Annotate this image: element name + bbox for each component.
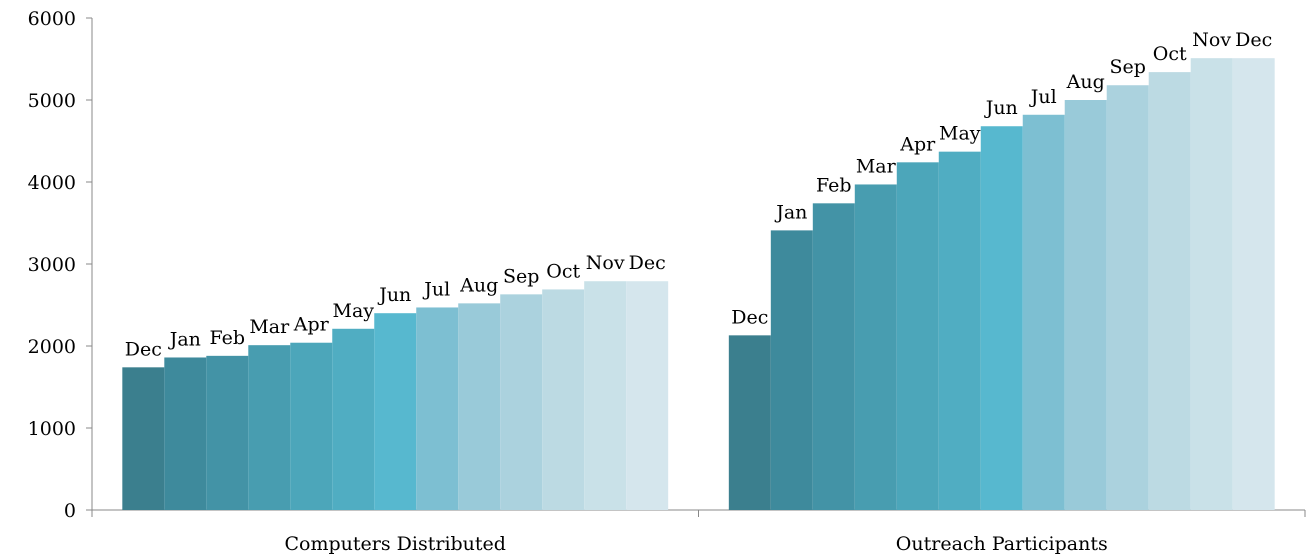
bar [290,342,333,510]
bar [1190,58,1233,511]
bar [1106,85,1149,511]
y-tick-label: 5000 [28,90,76,112]
y-tick-label: 2000 [28,336,76,358]
series-label: Oct [546,260,580,282]
series-label: May [939,123,981,145]
bar [980,126,1023,511]
bar [938,151,981,510]
series-label: Oct [1153,43,1187,65]
series-label: Jan [774,201,807,223]
series-label: Jun [377,284,411,306]
series-label: Dec [731,306,768,328]
bar [500,294,543,510]
series-label: Apr [293,314,330,336]
series-label: Mar [856,155,897,177]
y-tick-label: 1000 [28,418,76,440]
series-label: Jul [422,278,450,300]
series-label: Aug [459,274,498,296]
series-label: Jan [168,328,201,350]
y-tick-label: 4000 [28,172,76,194]
bar [164,357,207,510]
bar [374,313,417,510]
bar [728,335,771,510]
x-tick-label: Outreach Participants [896,533,1108,555]
series-label: Sep [503,265,539,287]
series-label: Dec [125,338,162,360]
y-tick-label: 6000 [28,8,76,30]
series-label: Sep [1109,56,1145,78]
series-label: Feb [210,327,246,349]
series-label: Aug [1066,71,1105,93]
bar [248,345,291,510]
bar [1148,72,1191,511]
series-label: Dec [629,252,666,274]
series-label: Nov [586,252,625,274]
series-label: Dec [1235,29,1272,51]
series-label: May [332,300,374,322]
bar [206,355,249,510]
bar [122,367,165,510]
bar [854,184,897,510]
y-tick-label: 0 [64,500,76,522]
bar [416,307,459,510]
series-label: Feb [816,174,852,196]
bar [626,281,669,510]
bar [1064,100,1107,510]
bar [332,328,375,510]
x-tick-label: Computers Distributed [285,533,506,555]
bar [770,230,813,510]
series-label: Jun [984,97,1018,119]
bar [1022,114,1065,510]
series-label: Mar [249,316,290,338]
bar [458,303,501,510]
bar [1232,58,1275,511]
series-label: Jul [1029,86,1057,108]
series-label: Nov [1192,29,1231,51]
bar [812,203,855,510]
series-label: Apr [899,133,936,155]
bar [542,289,585,510]
y-tick-label: 3000 [28,254,76,276]
bar [584,281,627,510]
bar [896,162,939,510]
